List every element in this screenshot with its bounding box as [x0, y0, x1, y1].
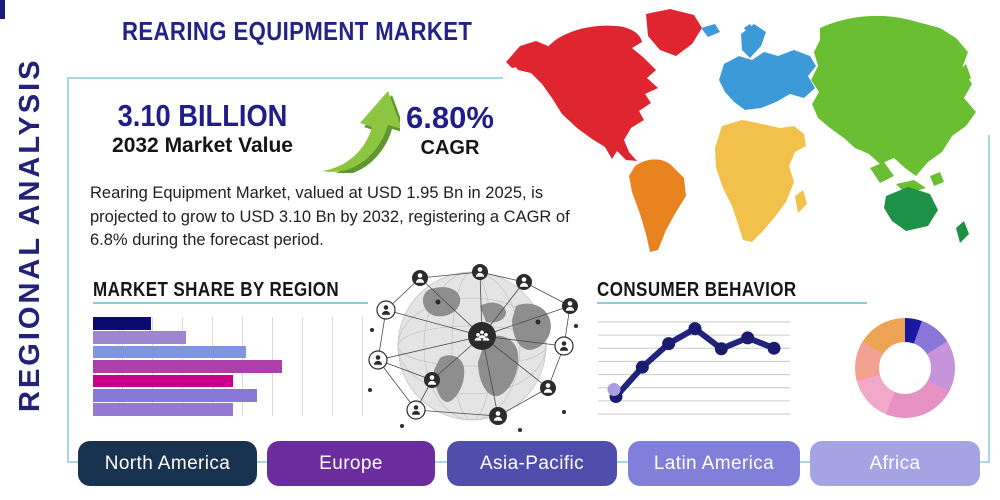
region-button-africa[interactable]: Africa — [810, 441, 980, 486]
consumer-behavior-line-chart — [596, 308, 792, 422]
cagr-label: CAGR — [398, 137, 502, 160]
growth-arrow-icon — [318, 85, 400, 173]
cagr-stat: 6.80% — [398, 100, 502, 136]
map-asia — [811, 16, 976, 194]
region-button-asia-pacific[interactable]: Asia-Pacific — [447, 441, 617, 486]
frame-border-left — [67, 77, 69, 463]
market-share-bar — [93, 331, 186, 344]
line-chart-accent-marker — [608, 383, 621, 396]
region-button-latin-america[interactable]: Latin America — [628, 441, 800, 486]
map-north-america — [506, 26, 658, 161]
page-title: REARING EQUIPMENT MARKET — [122, 16, 472, 47]
frame-border-top — [67, 77, 503, 79]
line-chart-marker — [662, 337, 675, 350]
market-share-bar — [93, 375, 233, 388]
map-australia — [884, 187, 969, 243]
line-chart-marker — [636, 361, 649, 374]
side-label-regional-analysis: REGIONAL ANALYSIS — [14, 78, 56, 412]
market-share-bar — [93, 360, 282, 373]
market-share-bar — [93, 389, 257, 402]
region-button-europe[interactable]: Europe — [267, 441, 435, 486]
market-share-bar — [93, 317, 151, 330]
market-share-underline — [93, 302, 368, 304]
line-chart-marker — [768, 342, 781, 355]
region-button-north-america[interactable]: North America — [78, 441, 257, 486]
world-map — [498, 0, 1000, 265]
market-value-label: 2032 Market Value — [95, 134, 310, 158]
market-share-bar — [93, 403, 233, 416]
market-share-bar — [93, 346, 246, 359]
market-value-stat: 3.10 BILLION — [112, 98, 292, 134]
map-greenland — [646, 9, 702, 56]
globe-network-graphic — [368, 262, 580, 434]
line-chart-marker — [715, 342, 728, 355]
infographic-canvas: REARING EQUIPMENT MARKET REGIONAL ANALYS… — [0, 0, 1000, 500]
line-chart-marker — [741, 331, 754, 344]
corner-accent-mark — [0, 0, 5, 19]
map-south-america — [629, 159, 686, 252]
market-share-bar-chart — [93, 317, 367, 416]
map-africa — [715, 120, 807, 242]
market-share-section-title: MARKET SHARE BY REGION — [93, 279, 339, 302]
consumer-behavior-underline — [597, 302, 867, 304]
map-europe — [701, 24, 816, 110]
donut-hole — [879, 342, 931, 394]
consumer-behavior-section-title: CONSUMER BEHAVIOR — [597, 279, 797, 302]
line-chart-marker — [689, 322, 702, 335]
